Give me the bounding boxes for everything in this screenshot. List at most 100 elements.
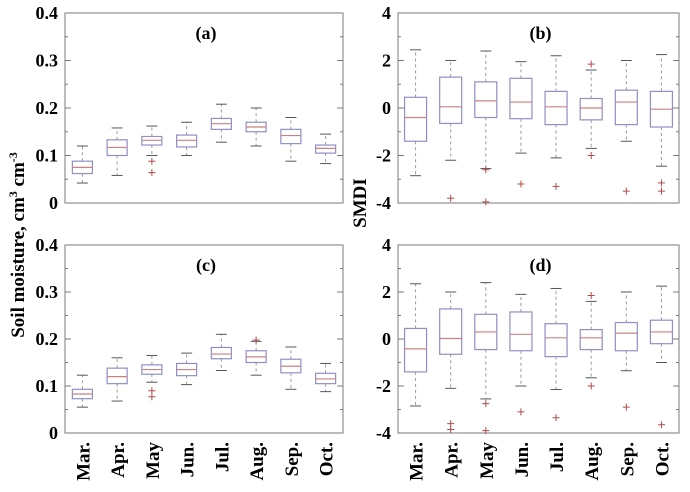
iqr-box: [509, 311, 533, 352]
x-tick-label-month: Mar.: [73, 442, 94, 481]
iqr-box: [315, 144, 337, 154]
outlier-marker: [148, 387, 156, 395]
panel-title: (d): [530, 255, 552, 276]
outlier-marker: [587, 60, 595, 68]
y-tick-label: 4: [382, 235, 391, 255]
iqr-box: [509, 77, 533, 120]
boxplot-d-Sep: [614, 291, 638, 411]
outlier-marker: [552, 414, 560, 422]
y-tick-label: 4: [382, 3, 391, 23]
boxplot-c-May: [141, 354, 163, 401]
outlier-marker: [587, 382, 595, 390]
outlier-marker: [657, 421, 665, 429]
outlier-marker: [517, 180, 525, 188]
boxplot-d-Aug: [579, 292, 603, 390]
iqr-box: [474, 81, 498, 119]
y-tick-label: -4: [376, 193, 391, 213]
panel-b: -4 -2 0 2 4 (b): [376, 3, 680, 213]
panel-title: (c): [196, 255, 216, 276]
outlier-marker: [447, 420, 455, 428]
y-tick-label: 2: [382, 282, 391, 302]
iqr-box: [176, 134, 198, 148]
boxplot-a-Mar: [71, 145, 93, 184]
boxplot-c-Sep: [280, 346, 302, 390]
x-tick-label-month: May: [477, 442, 498, 479]
boxplot-b-Aug: [579, 60, 603, 159]
panel-title: (a): [196, 23, 217, 44]
boxplot-d-Apr: [439, 291, 463, 433]
outlier-marker: [657, 187, 665, 195]
iqr-box: [544, 323, 568, 358]
outlier-marker: [447, 425, 455, 433]
y-tick-label: -4: [376, 423, 391, 443]
outlier-marker: [148, 393, 156, 401]
boxplot-c-Jun: [176, 352, 198, 386]
x-tick-label-month: Apr.: [108, 442, 129, 478]
panel-c: 0 0.1 0.2 0.3 0.4 (c) Mar. Apr. May Jun. Jul. Aug. S…: [36, 235, 344, 481]
boxplot-d-Oct: [649, 285, 674, 429]
x-tick-label-month: Oct.: [652, 442, 673, 476]
iqr-box: [579, 329, 603, 351]
left-y-axis-label: Soil moisture, cm3 cm-3: [6, 152, 29, 338]
panel-d: -4 -2 0 2 4 (d) Mar. Apr. May Jun. Jul. Aug. Sep. Oct…: [376, 235, 680, 481]
boxplot-b-Jul: [544, 55, 568, 190]
y-tick-label: 0.4: [36, 3, 59, 23]
x-tick-label-month: Jul.: [547, 442, 568, 472]
x-tick-label-month: Jun.: [178, 442, 199, 477]
y-tick-label: 0.4: [36, 235, 59, 255]
boxplot-c-Mar: [71, 374, 93, 408]
outlier-marker: [657, 179, 665, 187]
x-tick-label-month: Sep.: [617, 442, 638, 476]
outlier-marker: [587, 292, 595, 300]
y-tick-label: 0: [382, 329, 391, 349]
y-tick-label: -2: [376, 146, 391, 166]
boxplot-a-Sep: [280, 117, 302, 162]
panel-title: (b): [530, 23, 552, 44]
boxplot-a-May: [141, 125, 163, 177]
x-tick-label-month: Apr.: [442, 442, 463, 478]
boxplot-c-Apr: [106, 357, 128, 402]
boxplot-a-Aug: [245, 107, 267, 147]
y-tick-label: 2: [382, 51, 391, 71]
x-tick-label-month: Aug.: [247, 442, 268, 481]
iqr-box: [280, 128, 302, 145]
outlier-marker: [622, 187, 630, 195]
boxplot-b-Jun: [509, 61, 533, 188]
iqr-box: [579, 97, 603, 121]
outlier-marker: [622, 403, 630, 411]
y-tick-label: 0.3: [36, 51, 59, 71]
outlier-marker: [482, 400, 490, 408]
y-tick-label: 0.2: [36, 98, 59, 118]
boxplot-d-Jun: [509, 293, 533, 416]
iqr-box: [210, 346, 232, 360]
boxplot-b-Oct: [649, 54, 674, 195]
outlier-marker: [517, 408, 525, 416]
y-tick-label: 0: [382, 98, 391, 118]
iqr-box: [439, 308, 463, 355]
y-tick-label: 0: [49, 423, 58, 443]
outlier-marker: [447, 194, 455, 202]
x-tick-label-month: Jul.: [212, 442, 233, 472]
x-tick-label-month: May: [143, 442, 164, 479]
boxplot-c-Aug: [245, 336, 267, 376]
outlier-marker: [148, 157, 156, 165]
iqr-box: [614, 89, 638, 126]
y-tick-label: 0.1: [36, 146, 59, 166]
boxplot-d-Mar: [403, 283, 428, 407]
y-tick-label: 0.3: [36, 282, 59, 302]
y-tick-label: 0.1: [36, 376, 59, 396]
iqr-box: [403, 96, 428, 142]
boxplot-d-Jul: [544, 287, 568, 422]
boxplot-b-May: [474, 50, 498, 206]
y-tick-label: -2: [376, 376, 391, 396]
x-tick-label-month: Jun.: [512, 442, 533, 477]
boxplot-c-Oct: [315, 362, 337, 393]
boxplot-a-Apr: [106, 127, 128, 176]
boxplot-a-Oct: [315, 133, 337, 165]
panel-a: 0 0.1 0.2 0.3 0.4 (a): [36, 3, 344, 213]
outlier-marker: [552, 182, 560, 190]
boxplot-d-May: [474, 282, 498, 435]
right-y-axis-label: SMDI: [350, 178, 371, 228]
